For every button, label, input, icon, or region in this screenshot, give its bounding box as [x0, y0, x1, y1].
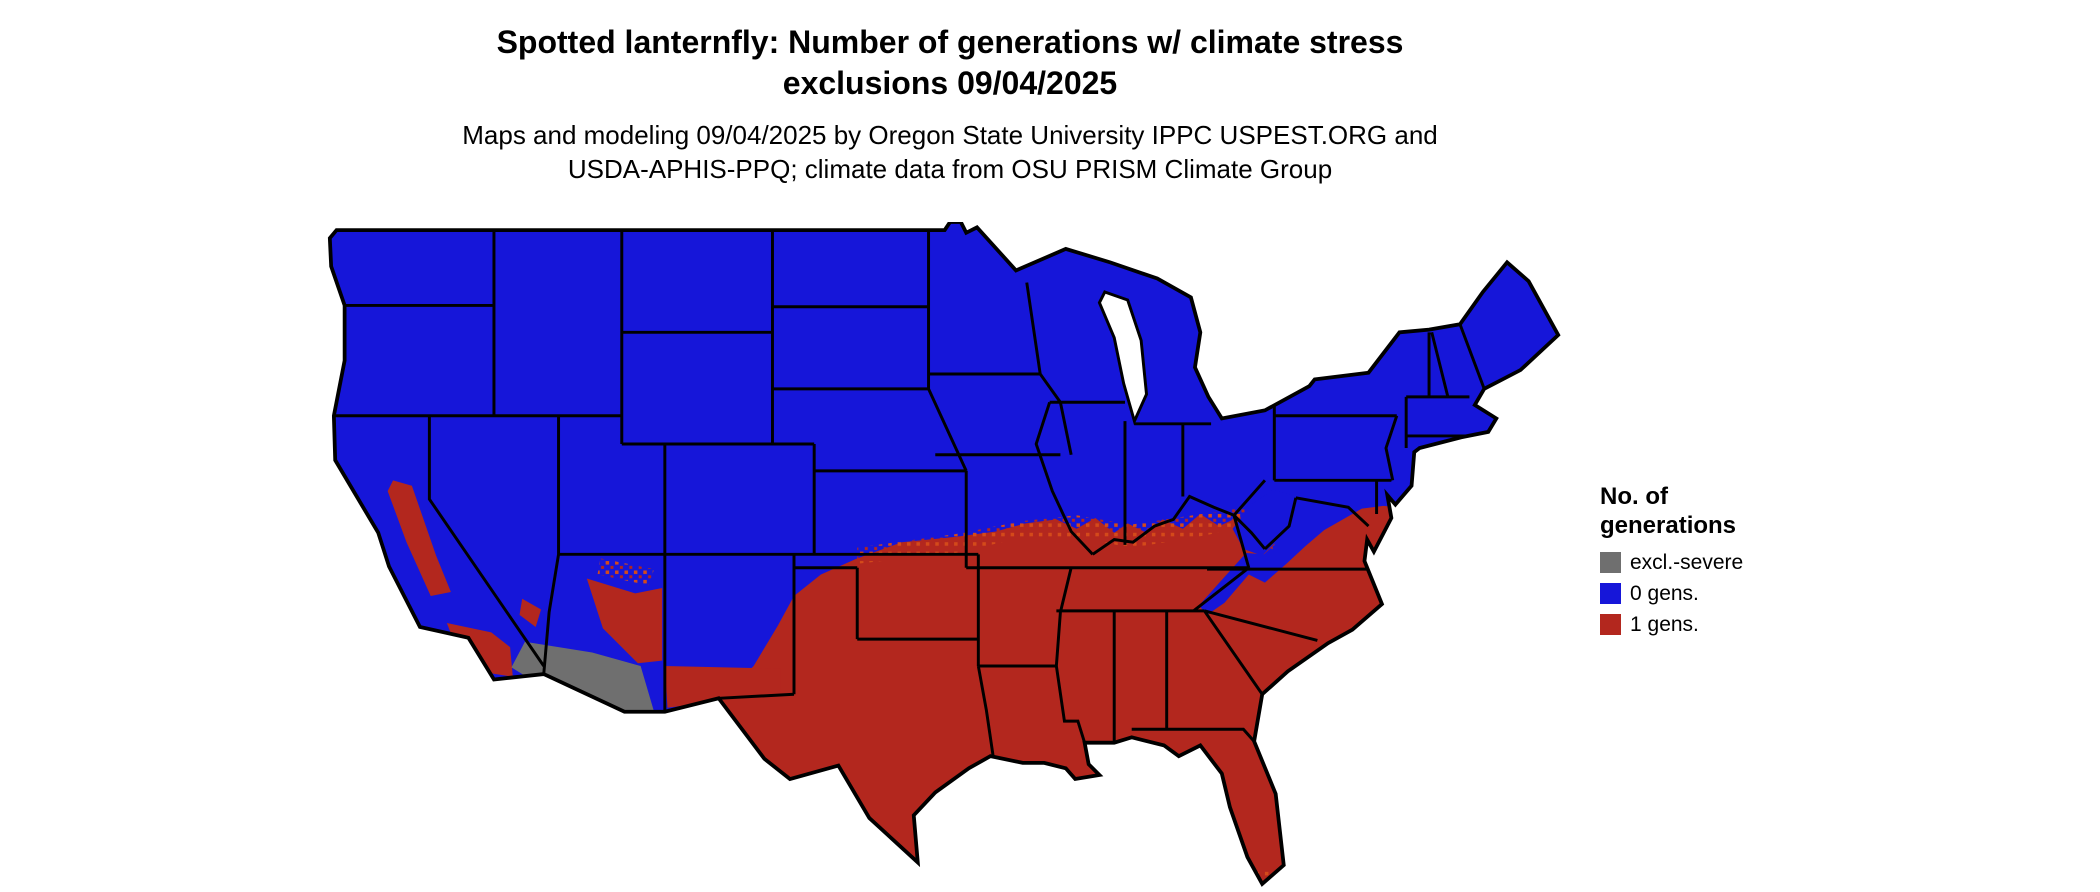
legend-title-line2: generations [1600, 512, 1737, 539]
legend-item-excl-severe: excl.-severe [1600, 550, 1860, 575]
legend-item-one-gens: 1 gens. [1600, 612, 1860, 637]
legend-title: No. of generations [1600, 482, 1860, 540]
figure-title: Spotted lanternfly: Number of generation… [150, 22, 1750, 104]
map-legend: No. of generations excl.-severe 0 gens. … [1600, 482, 1860, 643]
region-excluded-severe [511, 641, 655, 712]
legend-item-zero-gens: 0 gens. [1600, 581, 1860, 606]
legend-swatch-zero-gens [1600, 583, 1621, 604]
legend-label-one-gens: 1 gens. [1630, 613, 1699, 636]
lake-michigan [1097, 290, 1149, 426]
state-borders [333, 230, 1486, 757]
region-one-generation-nevada [519, 598, 542, 627]
figure-subtitle-line1: Maps and modeling 09/04/2025 by Oregon S… [462, 120, 1438, 150]
transition-speckle-arizona [597, 558, 655, 586]
legend-title-line1: No. of [1600, 483, 1668, 510]
legend-label-excl-severe: excl.-severe [1630, 551, 1744, 574]
region-one-generation-arizona [586, 578, 663, 664]
transition-speckle-band [857, 508, 1275, 564]
figure-subtitle: Maps and modeling 09/04/2025 by Oregon S… [150, 118, 1750, 186]
region-one-generation-central-valley [387, 480, 451, 597]
us-map [323, 222, 1561, 888]
figure-subtitle-line2: USDA-APHIS-PPQ; climate data from OSU PR… [567, 154, 1333, 184]
figure-title-line2: exclusions 09/04/2025 [782, 65, 1118, 101]
region-zero-appalachia [1232, 489, 1295, 556]
legend-swatch-one-gens [1600, 614, 1621, 635]
us-map-svg [327, 222, 1561, 886]
figure-title-line1: Spotted lanternfly: Number of generation… [496, 24, 1404, 60]
legend-swatch-excl-severe [1600, 552, 1621, 573]
legend-label-zero-gens: 0 gens. [1630, 582, 1699, 605]
